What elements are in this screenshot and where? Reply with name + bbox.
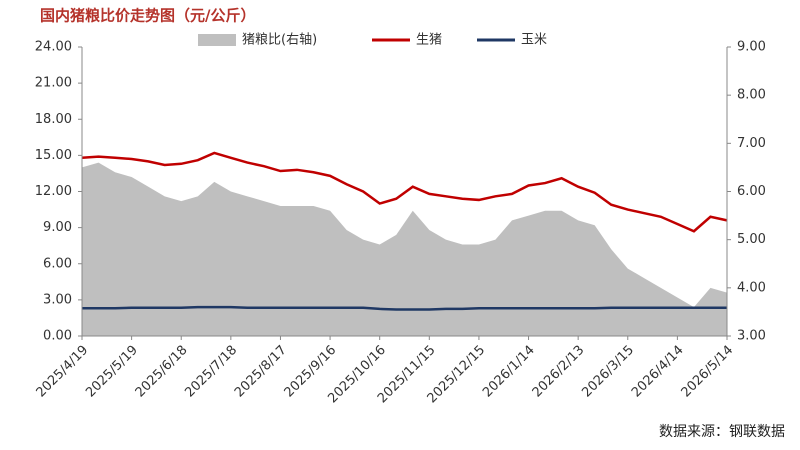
y-tick-label: 18.00 (35, 112, 72, 127)
y-tick-label: 6.00 (43, 256, 72, 271)
y-tick-label: 0.00 (43, 329, 72, 344)
y-tick-label: 15.00 (35, 148, 72, 163)
y-tick-label: 24.00 (35, 40, 72, 55)
x-tick-label: 2026/2/13 (530, 343, 588, 401)
legend-label: 猪粮比(右轴) (242, 33, 317, 48)
y2-tick-label: 9.00 (737, 40, 766, 55)
y2-tick-label: 7.00 (737, 136, 766, 151)
y2-tick-label: 5.00 (737, 232, 766, 247)
x-tick-label: 2025/4/19 (34, 343, 92, 401)
x-tick-label: 2026/3/15 (579, 343, 637, 401)
y-tick-label: 12.00 (35, 184, 72, 199)
y-tick-label: 3.00 (43, 292, 72, 307)
source-note: 数据来源：钢联数据 (659, 424, 785, 440)
y-tick-label: 9.00 (43, 220, 72, 235)
y2-tick-label: 8.00 (737, 88, 766, 103)
legend-swatch (198, 34, 236, 46)
y-tick-label: 21.00 (35, 76, 72, 91)
x-tick-label: 2025/5/19 (83, 343, 141, 401)
x-tick-label: 2025/7/18 (182, 343, 240, 401)
chart-title: 国内猪粮比价走势图（元/公斤） (40, 7, 255, 25)
y2-tick-label: 6.00 (737, 184, 766, 199)
x-tick-label: 2026/4/14 (629, 343, 687, 401)
x-tick-label: 2025/6/18 (133, 343, 191, 401)
y2-tick-label: 4.00 (737, 280, 766, 295)
price-line (81, 151, 728, 233)
x-tick-label: 2025/8/17 (232, 343, 290, 401)
ratio-area (82, 162, 727, 336)
legend-label: 玉米 (521, 33, 547, 48)
x-tick-label: 2026/5/14 (679, 343, 737, 401)
y2-tick-label: 3.00 (737, 329, 766, 344)
legend-label: 生猪 (416, 33, 442, 48)
x-tick-label: 2026/1/14 (480, 343, 538, 401)
price-line (82, 305, 727, 311)
